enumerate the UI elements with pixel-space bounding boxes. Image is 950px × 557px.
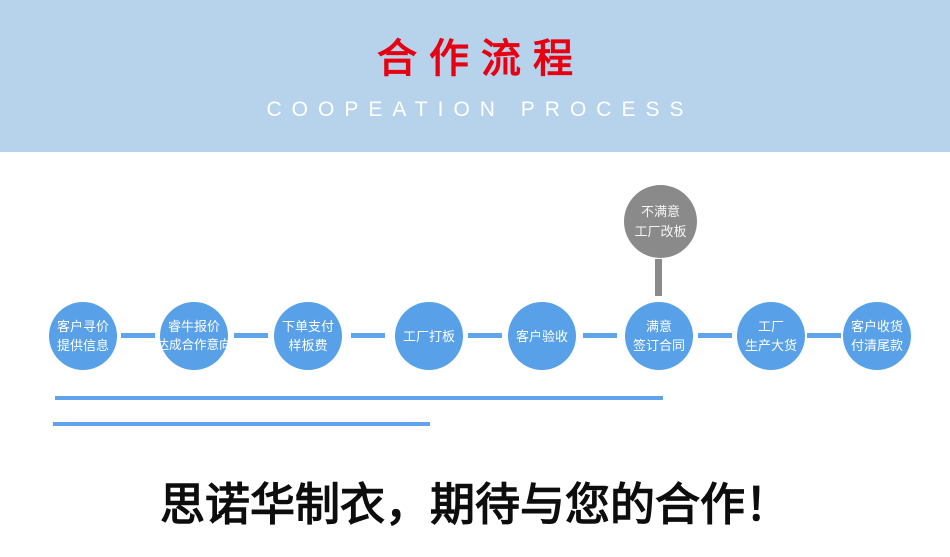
flow-node-quote: 睿牛报价 达成合作意向 bbox=[157, 302, 232, 370]
flow-node-label-line1: 满意 bbox=[645, 319, 672, 334]
flow-connector bbox=[807, 333, 841, 338]
divider-line-top bbox=[55, 396, 663, 400]
page-subtitle: COOPEATION PROCESS bbox=[266, 98, 694, 121]
flow-node-order-pay-sample: 下单支付 样板费 bbox=[274, 302, 342, 370]
flow-node-inquiry: 客户寻价 提供信息 bbox=[49, 302, 117, 370]
flow-node-label-line2: 达成合作意向 bbox=[156, 338, 232, 352]
flow-node-satisfied-sign-contract: 满意 签订合同 bbox=[625, 302, 693, 370]
flow-connector bbox=[234, 333, 268, 338]
flow-node-label-line2: 提供信息 bbox=[56, 338, 109, 353]
flow-node-factory-sample: 工厂打板 bbox=[395, 302, 463, 370]
footer-slogan: 思诺华制衣，期待与您的合作！ bbox=[159, 480, 790, 530]
flow-connector bbox=[698, 333, 732, 338]
flow-node-label-line1: 工厂打板 bbox=[402, 328, 455, 344]
flow-node-label-line1: 客户寻价 bbox=[56, 319, 109, 334]
divider-line-bottom bbox=[53, 422, 430, 426]
flow-node-label-line2: 付清尾款 bbox=[850, 338, 903, 353]
flow-node-label-line1: 工厂 bbox=[757, 319, 784, 334]
header-banner: 合作流程 COOPEATION PROCESS bbox=[0, 0, 950, 152]
flow-node-label-line1: 客户收货 bbox=[850, 319, 903, 334]
flow-node-label-line2: 生产大货 bbox=[744, 338, 797, 353]
flow-node-label-line2: 样板费 bbox=[288, 338, 328, 353]
flow-node-label-line1: 睿牛报价 bbox=[167, 319, 220, 334]
flow-connector bbox=[468, 333, 502, 338]
flow-node-label-line1: 不满意 bbox=[640, 203, 680, 219]
flow-node-not-satisfied: 不满意 工厂改板 bbox=[624, 185, 697, 258]
flow-node-label-line2: 工厂改板 bbox=[634, 223, 687, 239]
flow-node-customer-acceptance: 客户验收 bbox=[508, 302, 576, 370]
page-title: 合作流程 bbox=[377, 37, 585, 81]
flow-connector bbox=[351, 333, 385, 338]
flow-node-factory-production: 工厂 生产大货 bbox=[737, 302, 805, 370]
flow-node-receive-goods-pay-balance: 客户收货 付清尾款 bbox=[843, 302, 911, 370]
flow-node-label-line2: 签订合同 bbox=[632, 338, 685, 353]
flow-node-label-line1: 客户验收 bbox=[515, 328, 568, 344]
flow-node-label-line1: 下单支付 bbox=[281, 319, 334, 334]
flow-vertical-connector bbox=[655, 259, 662, 296]
flow-connector bbox=[121, 333, 155, 338]
flow-connector bbox=[583, 333, 617, 338]
